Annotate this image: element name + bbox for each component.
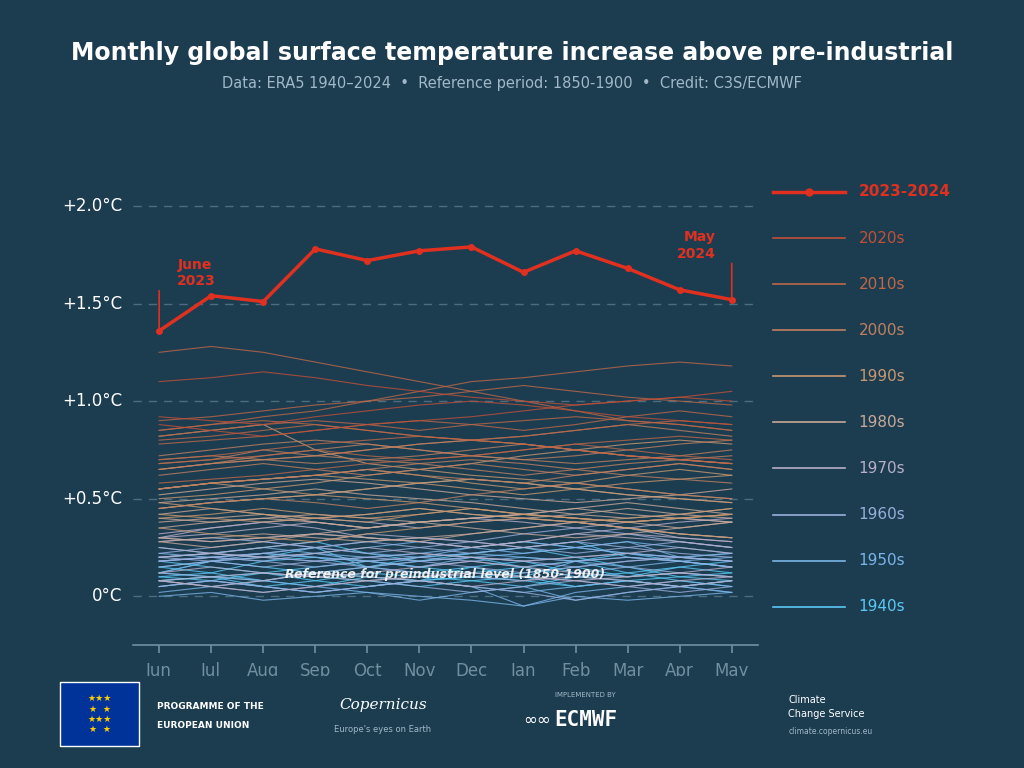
Text: EUROPEAN UNION: EUROPEAN UNION — [158, 721, 250, 730]
Text: Monthly global surface temperature increase above pre-industrial: Monthly global surface temperature incre… — [71, 41, 953, 65]
Text: 1990s: 1990s — [859, 369, 905, 384]
Text: Climate: Climate — [788, 695, 826, 706]
Text: 1950s: 1950s — [859, 553, 905, 568]
Text: Data: ERA5 1940–2024  •  Reference period: 1850-1900  •  Credit: C3S/ECMWF: Data: ERA5 1940–2024 • Reference period:… — [222, 75, 802, 91]
Text: PROGRAMME OF THE: PROGRAMME OF THE — [158, 702, 264, 711]
Text: 2000s: 2000s — [859, 323, 905, 338]
Text: 0°C: 0°C — [92, 588, 123, 605]
Text: Europe's eyes on Earth: Europe's eyes on Earth — [335, 725, 431, 734]
Text: +0.5°C: +0.5°C — [62, 490, 123, 508]
Text: 2010s: 2010s — [859, 276, 905, 292]
Text: Change Service: Change Service — [788, 709, 865, 720]
Text: +1.0°C: +1.0°C — [62, 392, 123, 410]
Text: IMPLEMENTED BY: IMPLEMENTED BY — [555, 692, 616, 698]
Text: 1980s: 1980s — [859, 415, 905, 430]
Text: Copernicus: Copernicus — [339, 698, 427, 712]
Text: +2.0°C: +2.0°C — [62, 197, 123, 215]
Text: ∞∞: ∞∞ — [523, 711, 551, 730]
Text: May
2024: May 2024 — [677, 230, 716, 260]
Text: 2020s: 2020s — [859, 230, 905, 246]
Text: Reference for preindustrial level (1850-1900): Reference for preindustrial level (1850-… — [286, 568, 605, 581]
FancyBboxPatch shape — [60, 682, 139, 746]
Text: 1940s: 1940s — [859, 599, 905, 614]
Text: +1.5°C: +1.5°C — [62, 294, 123, 313]
Text: 2023-2024: 2023-2024 — [859, 184, 950, 200]
Text: climate.copernicus.eu: climate.copernicus.eu — [788, 727, 872, 736]
Text: ★★★
★  ★
★★★
★  ★: ★★★ ★ ★ ★★★ ★ ★ — [88, 694, 113, 734]
Text: 1960s: 1960s — [859, 507, 905, 522]
Text: June
2023: June 2023 — [177, 258, 216, 288]
Text: 1970s: 1970s — [859, 461, 905, 476]
Text: ECMWF: ECMWF — [554, 710, 617, 730]
